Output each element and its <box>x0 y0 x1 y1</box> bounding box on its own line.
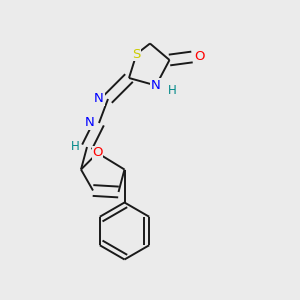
Text: N: N <box>94 92 104 106</box>
Text: O: O <box>194 50 205 64</box>
Text: N: N <box>151 79 161 92</box>
Text: H: H <box>168 83 177 97</box>
Text: H: H <box>71 140 80 154</box>
Text: N: N <box>85 116 95 130</box>
Text: S: S <box>132 47 141 61</box>
Text: O: O <box>92 146 103 160</box>
